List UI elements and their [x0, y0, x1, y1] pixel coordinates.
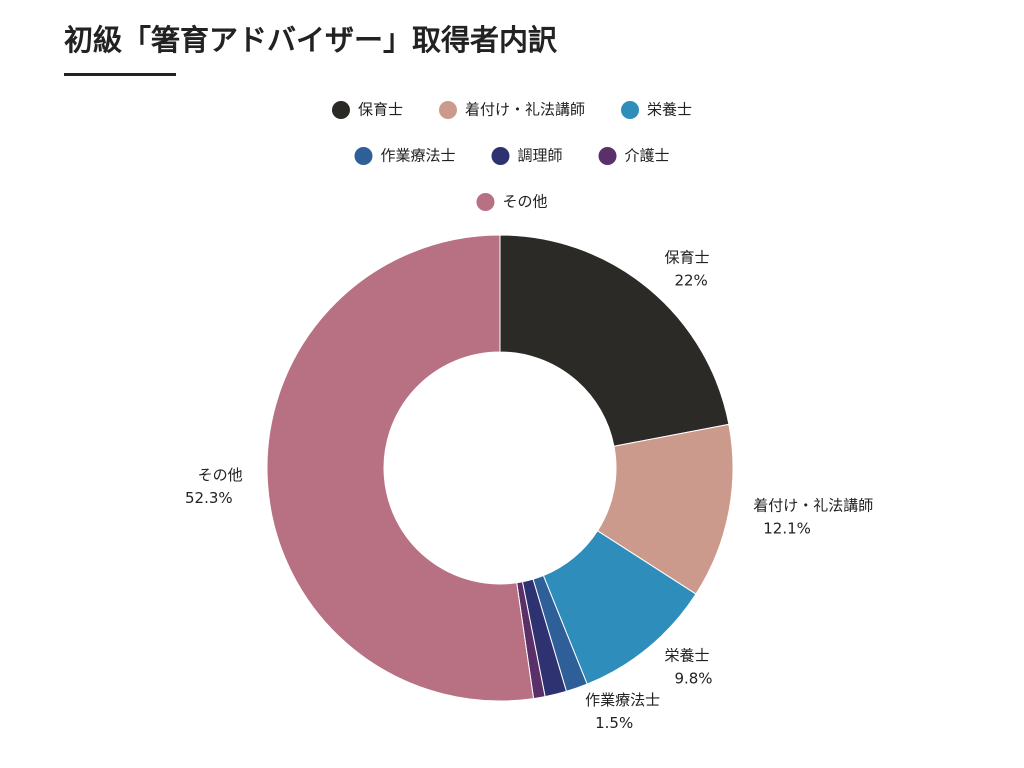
legend-marker [438, 101, 457, 119]
data-label-name: 作業療法士 [585, 691, 660, 709]
data-label: 9.8% [674, 669, 712, 687]
data-label-name: 着付け・礼法講師 [753, 497, 873, 515]
legend-label: 栄養士 [647, 101, 692, 119]
data-label-name: 栄養士 [664, 646, 709, 664]
donut-slice [499, 234, 730, 447]
data-label: 12.1% [763, 520, 811, 538]
legend-label: 介護士 [625, 147, 670, 165]
legend-marker [598, 147, 617, 165]
legend-marker [491, 147, 510, 165]
data-label-name: 保育士 [664, 249, 709, 267]
legend-marker [476, 193, 495, 211]
data-label: 52.3% [185, 489, 233, 507]
legend-marker [621, 101, 640, 119]
legend-marker [331, 101, 350, 119]
data-label: 22% [674, 272, 707, 290]
data-label: 1.5% [595, 714, 633, 732]
title-underline [64, 73, 176, 76]
chart-title: 初級「箸育アドバイザー」取得者内訳 [64, 23, 558, 57]
legend-label: 着付け・礼法講師 [465, 101, 585, 119]
legend-label: 作業療法士 [380, 147, 455, 165]
legend-marker [354, 147, 373, 165]
legend-label: 調理師 [517, 147, 562, 165]
data-label-name: その他 [198, 466, 243, 484]
legend-label: 保育士 [358, 101, 403, 119]
donut-slice [266, 234, 535, 702]
legend-label: その他 [502, 193, 547, 211]
